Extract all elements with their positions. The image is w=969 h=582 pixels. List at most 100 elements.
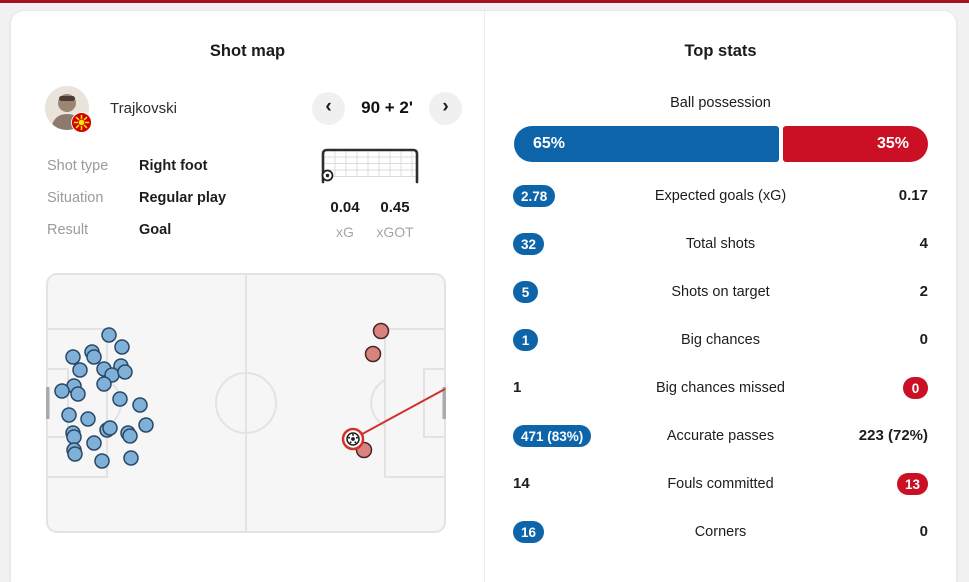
shot-dot-home[interactable] [123, 450, 139, 466]
goal-mouth-diagram [321, 148, 419, 184]
shot-dot-home[interactable] [94, 453, 110, 469]
goal-mouth-inset: 0.04 xG 0.45 xGOT [320, 146, 420, 246]
stat-home-cell: 1 [485, 329, 617, 351]
stat-row: 5 Shots on target 2 [485, 268, 956, 316]
stat-row-list: 2.78 Expected goals (xG) 0.17 32 Total shots… [485, 172, 956, 556]
shot-dot-home[interactable] [86, 349, 102, 365]
stat-away-cell: 2 [824, 283, 956, 301]
shot-map-pitch[interactable] [45, 273, 447, 533]
stat-home-cell: 471 (83%) [485, 425, 617, 447]
stat-row: 471 (83%) Accurate passes 223 (72%) [485, 412, 956, 460]
player-name: Trajkovski [110, 99, 177, 117]
stat-row: 16 Corners 0 [485, 508, 956, 556]
stat-label: Shots on target [671, 284, 770, 300]
stat-home-badge: 32 [513, 233, 545, 255]
shot-dot-away[interactable] [364, 345, 382, 363]
chevron-left-icon: ‹ [325, 96, 332, 117]
shot-dot-home[interactable] [70, 386, 86, 402]
shot-player-row: Trajkovski ‹ 90 + 2' › [45, 86, 462, 133]
goal-net [324, 151, 416, 177]
shot-detail-label: Result [47, 222, 89, 238]
stat-away-value: 223 (72%) [858, 427, 928, 444]
shot-dot-home[interactable] [114, 339, 130, 355]
goal-inset-ball-dot [325, 173, 330, 178]
stat-row: 14 Fouls committed 13 [485, 460, 956, 508]
shot-map-panel: Shot map [11, 11, 484, 582]
stat-away-value: 0 [919, 523, 928, 540]
football-pattern-dot [352, 433, 354, 436]
selected-shot-trajectory [352, 388, 446, 440]
stat-away-cell: 4 [824, 235, 956, 253]
shot-detail-value: Right foot [139, 158, 208, 174]
xg-block: 0.04 xG [320, 199, 370, 240]
stat-home-badge: 2.78 [513, 185, 556, 207]
shot-dot-home[interactable] [132, 397, 148, 413]
xg-label: xG [336, 224, 354, 240]
next-shot-button[interactable]: › [429, 91, 462, 125]
stat-home-badge: 16 [513, 521, 545, 543]
shot-detail-row: Result Goal [47, 214, 226, 246]
stat-row: 1 Big chances missed 0 [485, 364, 956, 412]
shot-dot-home[interactable] [101, 327, 117, 343]
possession-away-segment: 35% [783, 126, 928, 162]
top-stats-title: Top stats [684, 42, 757, 60]
shot-detail-row: Situation Regular play [47, 182, 226, 214]
stat-label: Corners [694, 524, 747, 540]
shot-dot-home[interactable] [96, 376, 112, 392]
shot-dot-home[interactable] [122, 428, 138, 444]
stat-away-badge: 0 [903, 377, 928, 399]
shot-detail-label: Shot type [47, 158, 109, 174]
shot-dot-home[interactable] [102, 420, 118, 436]
previous-shot-button[interactable]: ‹ [312, 91, 345, 125]
shot-dot-home[interactable] [112, 391, 128, 407]
shot-detail-value: Regular play [139, 190, 227, 206]
goal-frame [321, 148, 419, 184]
stat-away-cell: 223 (72%) [824, 427, 956, 445]
possession-bar: 65% 35% [514, 126, 928, 162]
stat-home-value: 14 [513, 475, 530, 492]
football-pattern-dot [348, 436, 351, 439]
football-pattern-dot [351, 437, 355, 441]
shot-dot-home[interactable] [117, 364, 133, 380]
shot-detail-list: Shot type Right foot Situation Regular play… [47, 150, 226, 246]
shot-dot-home[interactable] [138, 417, 154, 433]
pitch-svg [45, 273, 447, 533]
page-top-accent-line [0, 0, 969, 3]
xgot-block: 0.45 xGOT [370, 199, 420, 240]
north-macedonia-flag-icon [71, 112, 92, 133]
selected-shot-marker[interactable] [341, 427, 365, 451]
shot-detail-value: Goal [139, 222, 172, 238]
stat-label: Big chances missed [656, 380, 785, 396]
panel-divider [484, 11, 485, 582]
shot-dot-home[interactable] [72, 362, 88, 378]
shot-stepper: ‹ 90 + 2' › [312, 91, 462, 125]
player-avatar [45, 86, 92, 133]
shot-dot-home[interactable] [67, 446, 83, 462]
stat-away-cell: 0 [824, 377, 956, 399]
stat-away-badge: 13 [896, 473, 928, 495]
match-stats-card: Shot map [10, 10, 957, 582]
stat-home-cell: 1 [485, 379, 617, 397]
goal-inset-values: 0.04 xG 0.45 xGOT [320, 199, 420, 240]
shot-dot-home[interactable] [65, 349, 81, 365]
stat-home-cell: 5 [485, 281, 617, 303]
shot-details-area: Shot type Right foot Situation Regular play… [47, 148, 484, 246]
shot-dot-away[interactable] [372, 322, 390, 340]
possession-home-value: 65% [533, 135, 566, 152]
stat-home-value: 1 [513, 379, 522, 396]
shot-dot-home[interactable] [66, 429, 82, 445]
shot-dot-home[interactable] [61, 407, 77, 423]
pitch-markings [45, 273, 447, 533]
shot-dot-home[interactable] [80, 411, 96, 427]
shot-dot-home[interactable] [54, 383, 70, 399]
stat-away-value: 0.17 [898, 187, 928, 204]
stat-label: Big chances [681, 332, 760, 348]
xg-value: 0.04 [330, 199, 360, 216]
stat-home-cell: 16 [485, 521, 617, 543]
shot-dot-home[interactable] [86, 435, 102, 451]
stat-home-badge: 471 (83%) [513, 425, 592, 447]
stat-away-cell: 0 [824, 331, 956, 349]
possession-home-segment: 65% [514, 126, 780, 162]
shot-map-title: Shot map [209, 42, 286, 60]
stat-away-value: 4 [919, 235, 928, 252]
